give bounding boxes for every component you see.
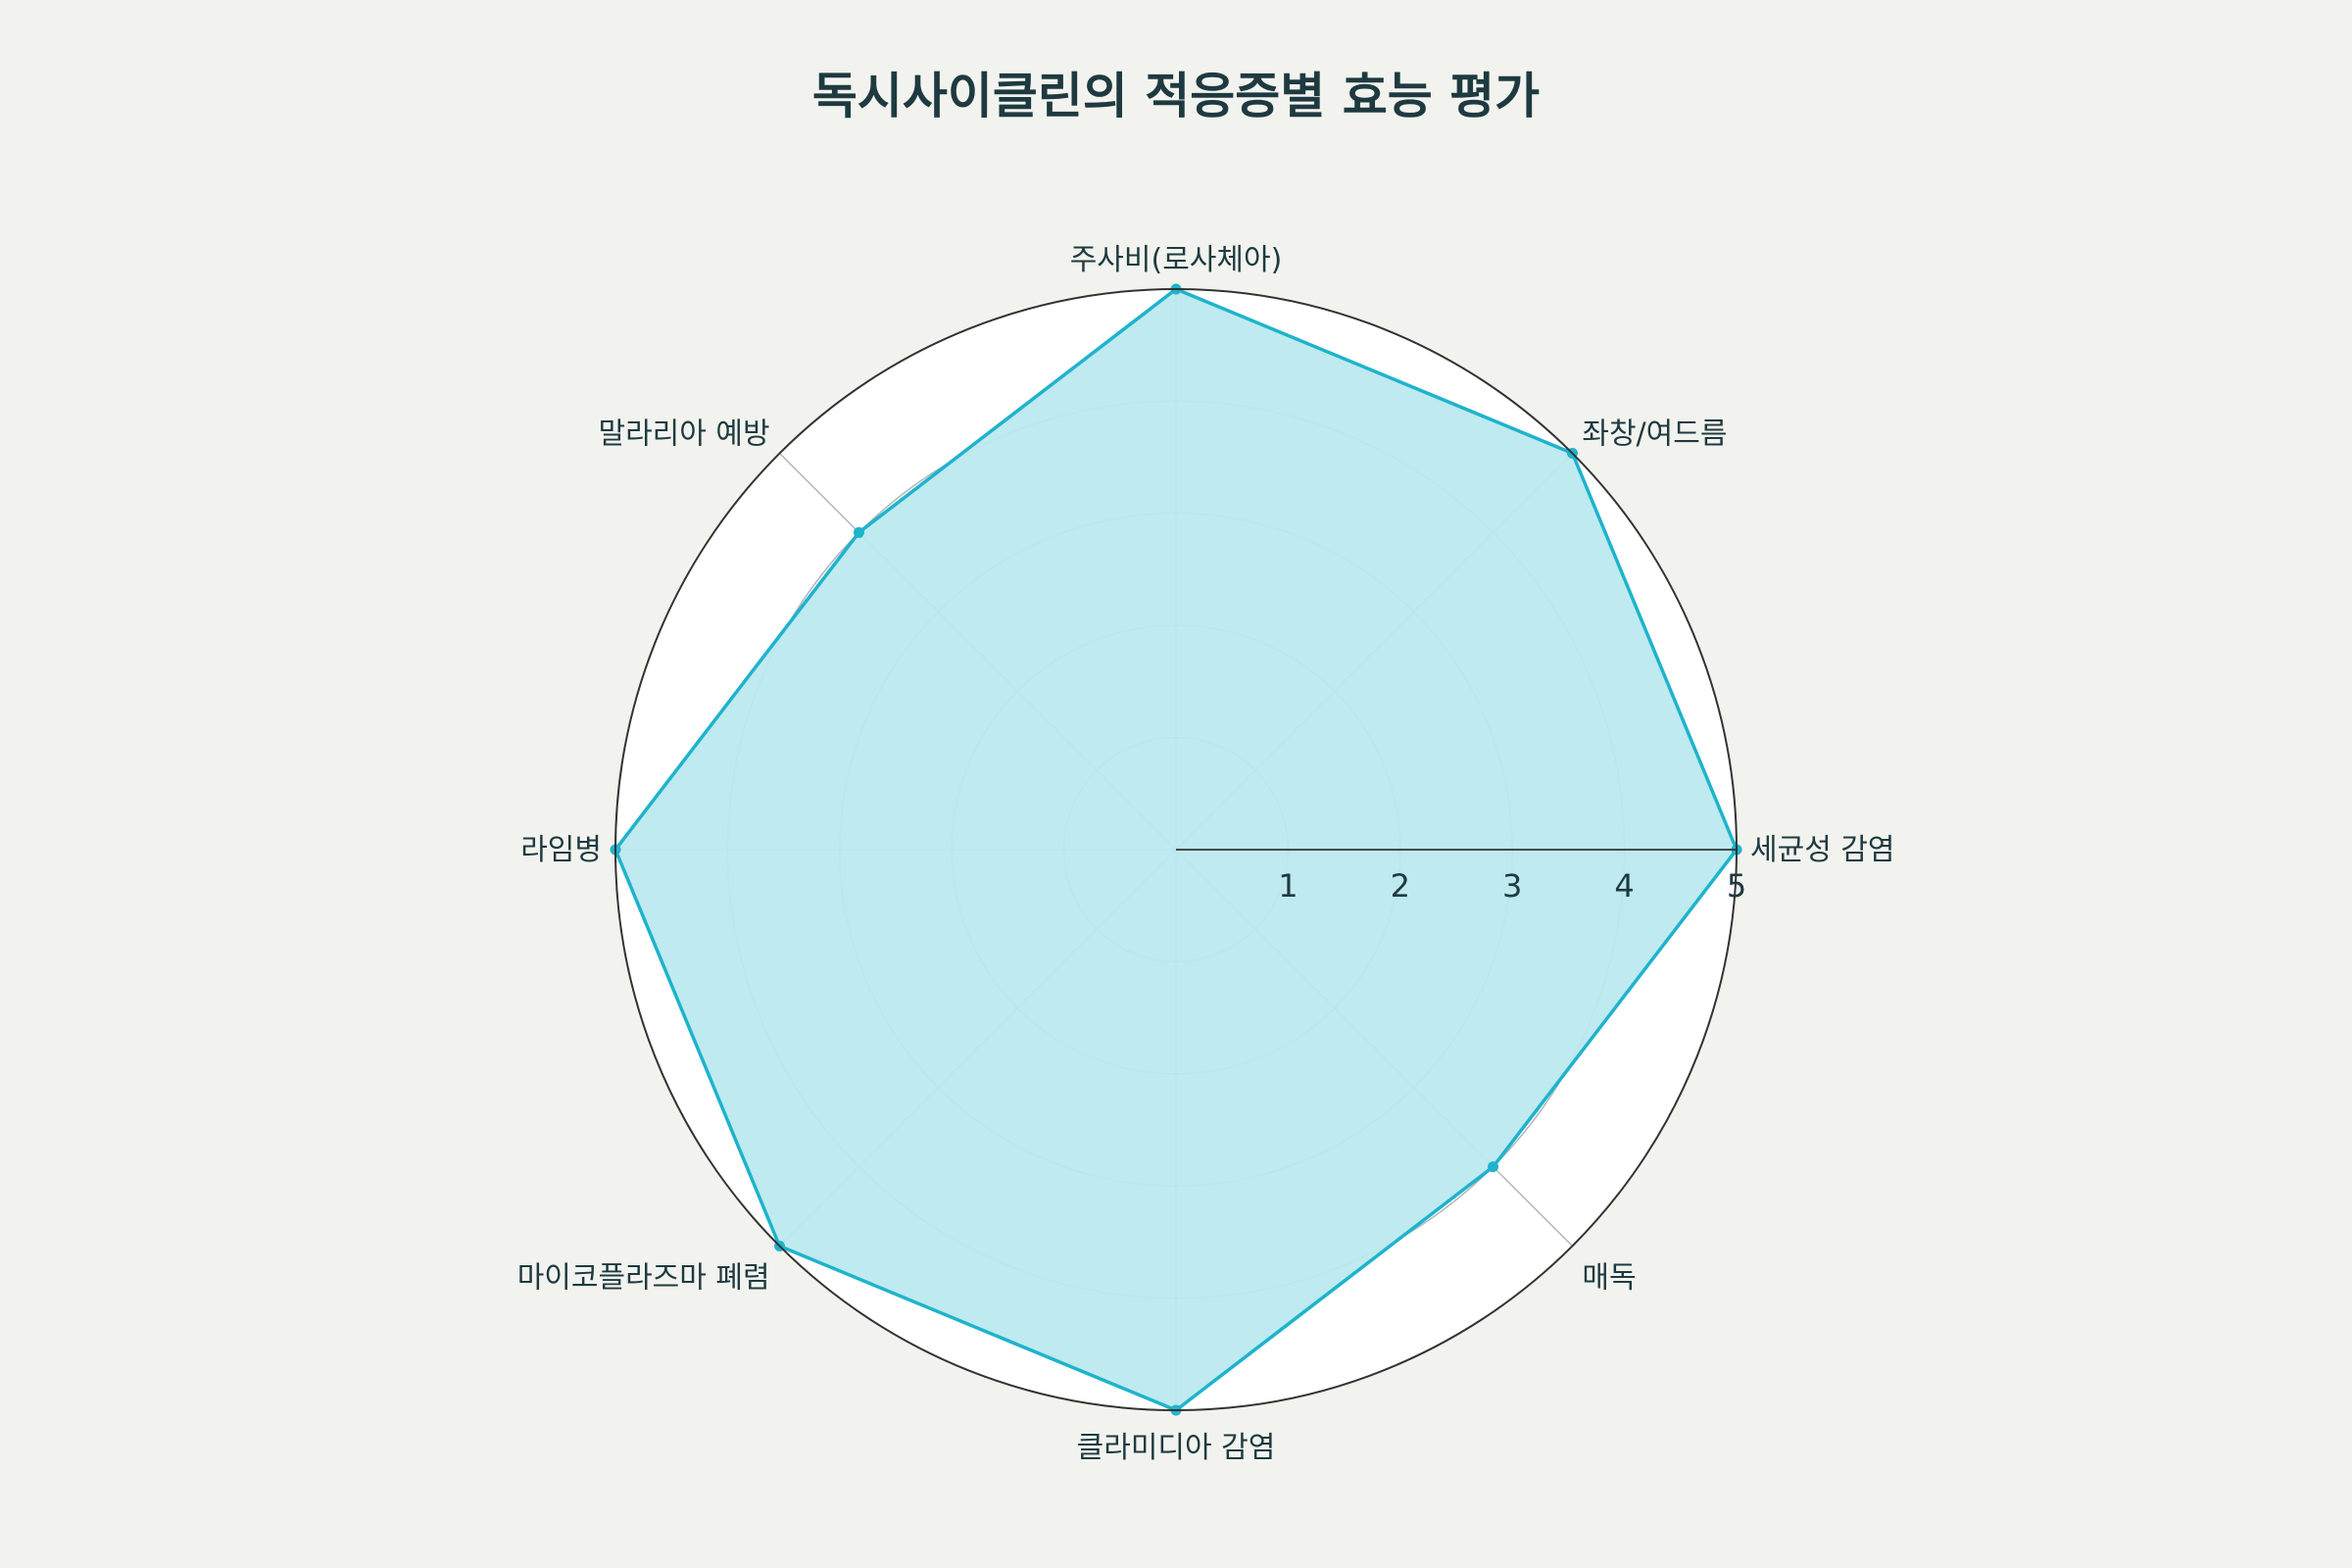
category-label: 좌창/여드름 bbox=[1582, 417, 1727, 452]
data-point bbox=[853, 526, 864, 538]
category-label: 라임병 bbox=[520, 833, 602, 867]
data-point bbox=[1488, 1161, 1499, 1173]
radial-tick-labels: 1 2 3 4 5 bbox=[1278, 867, 1746, 905]
tick-label-3: 3 bbox=[1502, 867, 1522, 905]
category-label: 말라리아 예방 bbox=[598, 417, 769, 452]
category-label: 매독 bbox=[1582, 1260, 1636, 1295]
chart-title: 독시사이클린의 적응증별 효능 평가 bbox=[811, 68, 1541, 124]
category-label: 세균성 감염 bbox=[1750, 833, 1895, 867]
category-label: 마이코플라즈마 폐렴 bbox=[517, 1260, 770, 1295]
category-label: 주사비(로사체아) bbox=[1070, 243, 1283, 277]
tick-label-5: 5 bbox=[1727, 867, 1746, 905]
tick-label-2: 2 bbox=[1391, 867, 1410, 905]
tick-label-4: 4 bbox=[1614, 867, 1634, 905]
category-label: 클라미디아 감염 bbox=[1077, 1431, 1276, 1465]
tick-label-1: 1 bbox=[1278, 867, 1298, 905]
